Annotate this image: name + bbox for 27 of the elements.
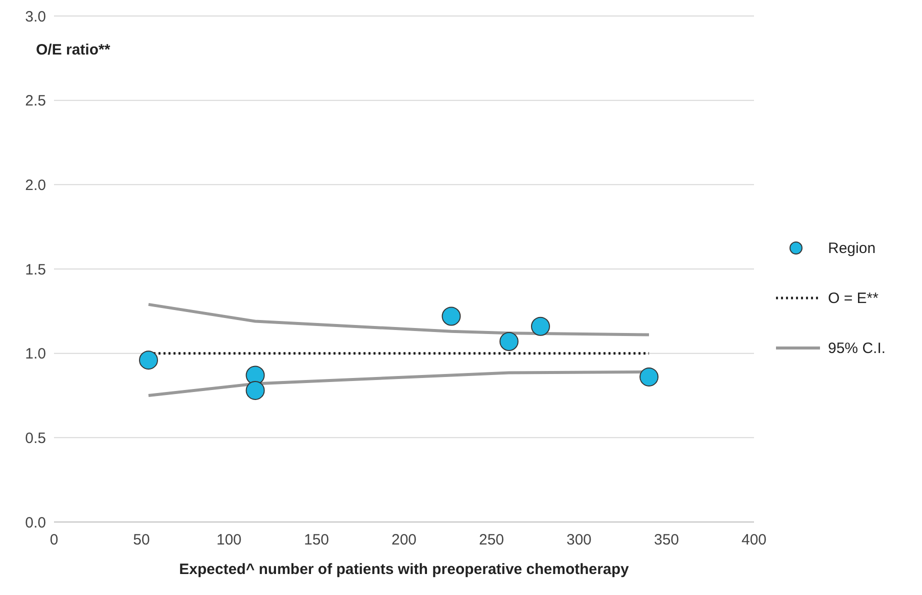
y-tick-label: 2.5 [25,92,46,110]
x-tick-label: 100 [216,532,242,549]
point [640,367,658,386]
point [531,316,550,336]
y-tick-label: 0.5 [25,430,46,447]
y-tick-label: 0.0 [25,514,46,532]
legend-label: O = E** [828,290,878,306]
point [500,332,518,352]
x-tick-label: 0 [50,532,58,549]
legend-label: Region [828,240,876,256]
y-tick-label: 3.0 [25,8,46,26]
x-axis-title: Expected^ number of patients with preoperative chemotherapy [179,561,630,578]
x-tick-label: 300 [566,532,592,549]
y-axis-title: O/E ratio** [36,42,110,59]
x-tick-label: 200 [391,532,417,549]
y-tick-label: 2.0 [25,176,46,194]
y-tick-label: 1.5 [25,261,46,278]
y-tick-label: 1.0 [25,346,46,363]
x-tick-label: 400 [741,532,767,549]
legend-label: 95% C.I. [828,340,886,356]
x-tick-label: 250 [478,532,504,549]
point [139,350,158,370]
x-tick-label: 150 [304,532,330,549]
x-tick-label: 50 [133,532,150,549]
point [246,380,265,400]
x-tick-label: 350 [654,532,680,549]
point [442,306,461,326]
